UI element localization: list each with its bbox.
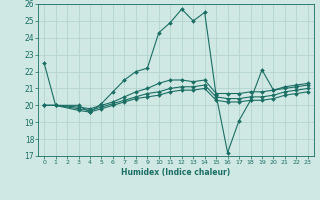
X-axis label: Humidex (Indice chaleur): Humidex (Indice chaleur) bbox=[121, 168, 231, 177]
